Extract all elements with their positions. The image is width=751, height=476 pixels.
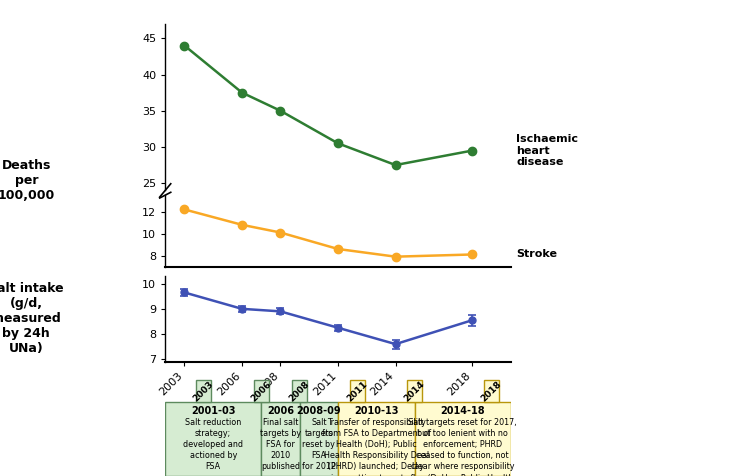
Text: Salt
targets
reset by
FSA
for 2012: Salt targets reset by FSA for 2012	[302, 418, 336, 471]
Text: 2010-13: 2010-13	[354, 406, 399, 416]
Polygon shape	[338, 402, 415, 476]
Polygon shape	[349, 380, 365, 402]
Text: Stroke: Stroke	[517, 249, 557, 259]
Text: Ischaemic
heart
disease: Ischaemic heart disease	[517, 134, 578, 167]
Text: 2008: 2008	[288, 379, 312, 403]
Text: Deaths
per
100,000: Deaths per 100,000	[0, 159, 55, 202]
Text: 2014-18: 2014-18	[440, 406, 485, 416]
Text: Transfer of responsibility
from FSA to Department of
Health (DoH); Public
Health: Transfer of responsibility from FSA to D…	[321, 418, 431, 476]
Polygon shape	[415, 402, 511, 476]
Text: Salt reduction
strategy;
developed and
actioned by
FSA: Salt reduction strategy; developed and a…	[183, 418, 243, 471]
Polygon shape	[407, 380, 422, 402]
Polygon shape	[261, 402, 300, 476]
Polygon shape	[254, 380, 269, 402]
Polygon shape	[196, 380, 211, 402]
Text: 2006: 2006	[249, 379, 273, 403]
Text: 2001-03: 2001-03	[191, 406, 236, 416]
Polygon shape	[165, 402, 261, 476]
Polygon shape	[292, 380, 307, 402]
Polygon shape	[484, 380, 499, 402]
Text: 2018: 2018	[479, 379, 503, 403]
Text: 2003: 2003	[192, 379, 216, 403]
Text: Salt targets reset for 2017,
but too lenient with no
enforcement; PHRD
ceased to: Salt targets reset for 2017, but too len…	[409, 418, 517, 476]
Text: 2008-09: 2008-09	[297, 406, 341, 416]
Text: 2011: 2011	[345, 379, 369, 403]
Text: Final salt
targets by
FSA for
2010
published: Final salt targets by FSA for 2010 publi…	[260, 418, 301, 471]
Text: Salt intake
(g/d,
measured
by 24h
UNa): Salt intake (g/d, measured by 24h UNa)	[0, 282, 64, 356]
Text: 2006: 2006	[267, 406, 294, 416]
Polygon shape	[300, 402, 338, 476]
Text: 2014: 2014	[403, 379, 427, 403]
